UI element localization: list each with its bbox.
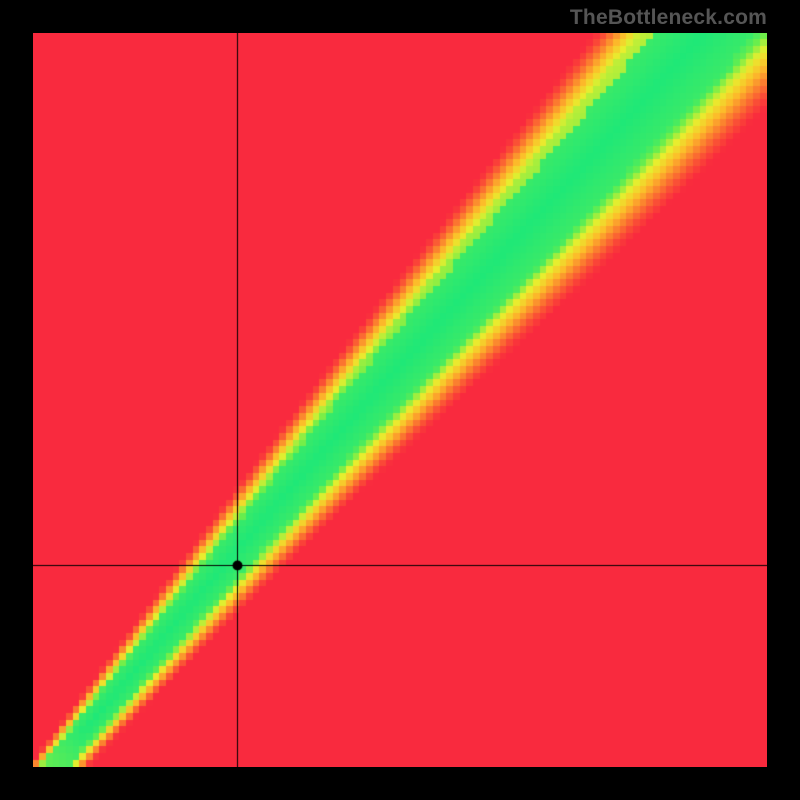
stage: TheBottleneck.com: [0, 0, 800, 800]
watermark-text: TheBottleneck.com: [570, 6, 767, 30]
crosshair-overlay: [33, 33, 767, 767]
